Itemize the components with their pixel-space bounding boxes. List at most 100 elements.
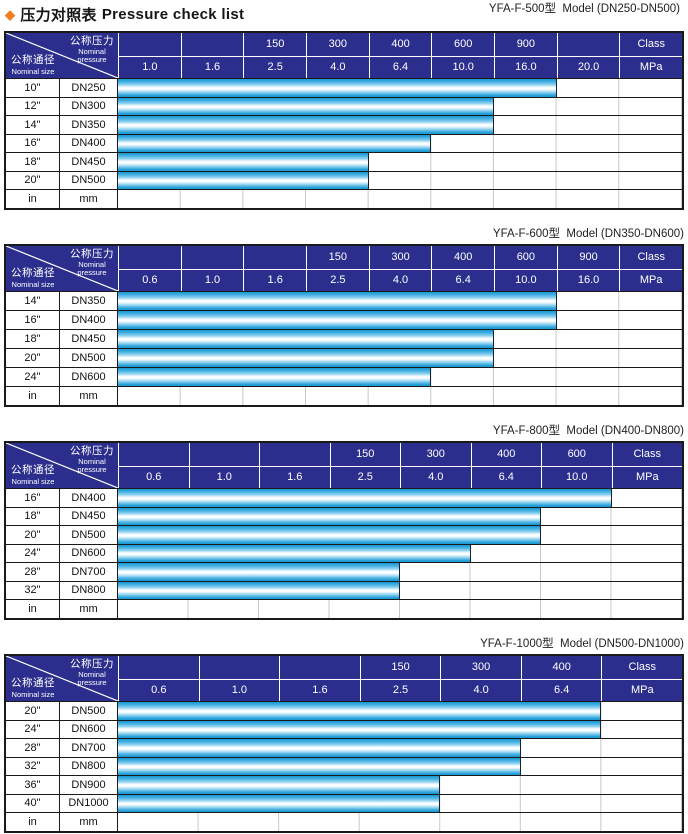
- pressure-range-bar: [118, 489, 612, 507]
- class-header-cell: [180, 33, 244, 56]
- mpa-unit-cell: MPa: [611, 465, 682, 488]
- pressure-bar-area: [118, 739, 682, 757]
- class-header-cell: 900: [494, 33, 557, 56]
- model-label: YFA-F-600型 Model (DN350-DN600): [492, 228, 684, 240]
- class-header-row: 150 300 400 Class: [118, 656, 683, 679]
- pressure-range-bar: [118, 720, 602, 738]
- size-row-dn400: 16" DN400: [6, 488, 682, 507]
- mpa-header-cell: 1.0: [118, 55, 181, 78]
- unit-row: in mm: [6, 599, 682, 618]
- inch-size-cell: 20": [6, 526, 60, 544]
- nominal-size-label: 公称通径 Nominal size: [11, 267, 55, 289]
- inch-size-cell: 16": [6, 134, 60, 152]
- table-2-subtitle: YFA-F-600型 Model (DN350-DN600): [0, 227, 684, 241]
- pressure-range-bar: [118, 702, 602, 720]
- diagonal-header-cell: 公称压力 Nominal pressure 公称通径 Nominal size: [6, 656, 118, 701]
- class-header-cell: [243, 246, 307, 269]
- table-header: 公称压力 Nominal pressure 公称通径 Nominal size 150 30…: [6, 443, 682, 488]
- pressure-range-bar: [118, 757, 521, 775]
- class-header-cell: [198, 656, 280, 679]
- dn-size-cell: DN400: [60, 311, 118, 329]
- pressure-table-2: 公称压力 Nominal pressure 公称通径 Nominal size 150 30…: [4, 244, 684, 407]
- class-header-cell: 400: [520, 656, 602, 679]
- pressure-bar-area: [118, 387, 682, 405]
- dn-size-cell: DN450: [60, 330, 118, 348]
- pressure-range-bar: [118, 563, 400, 581]
- class-header-cell: 150: [306, 246, 369, 269]
- class-header-cell: [188, 443, 259, 466]
- pressure-range-bar: [118, 153, 369, 171]
- page-title-zh: 压力对照表: [20, 7, 97, 24]
- class-header-cell: 300: [400, 443, 471, 466]
- pressure-bar-area: [118, 349, 682, 367]
- inch-size-cell: 40": [6, 794, 60, 812]
- size-row-dn600: 24" DN600: [6, 543, 682, 562]
- dn-size-cell: DN450: [60, 153, 118, 171]
- pressure-bar-area: [118, 330, 682, 348]
- mpa-unit-cell: MPa: [619, 55, 683, 78]
- mpa-header-cell: 6.4: [470, 465, 541, 488]
- pressure-bar-area: [118, 368, 682, 386]
- dn-size-cell: DN500: [60, 171, 118, 189]
- dn-size-cell: DN500: [60, 526, 118, 544]
- mm-unit-cell: mm: [60, 387, 118, 405]
- table-header: 公称压力 Nominal pressure 公称通径 Nominal size 150 30…: [6, 656, 683, 701]
- mpa-header-cell: 10.0: [431, 55, 495, 78]
- pressure-bar-area: [118, 311, 682, 329]
- diagonal-line: [6, 33, 118, 78]
- mpa-header-cell: 2.5: [359, 678, 441, 701]
- model-label: YFA-F-500型 Model (DN250-DN500): [488, 3, 680, 15]
- inch-size-cell: 32": [6, 757, 60, 775]
- pressure-bar-area: [118, 813, 682, 831]
- class-header-cell: 300: [368, 246, 432, 269]
- inch-size-cell: 18": [6, 330, 60, 348]
- dn-size-cell: DN500: [60, 349, 118, 367]
- mpa-header-cell: 20.0: [556, 55, 620, 78]
- dn-size-cell: DN400: [60, 134, 118, 152]
- pressure-bar-area: [118, 776, 682, 794]
- inch-size-cell: 14": [6, 292, 60, 310]
- class-header-cell: 400: [368, 33, 432, 56]
- class-header-cell: 150: [243, 33, 307, 56]
- unit-row: in mm: [6, 386, 682, 405]
- class-header-cell: [259, 443, 330, 466]
- pressure-bar-area: [118, 153, 682, 171]
- mpa-header-cell: 0.6: [118, 268, 181, 291]
- mpa-header-cell: 16.0: [556, 268, 620, 291]
- inch-size-cell: 16": [6, 489, 60, 507]
- size-row-dn900: 36" DN900: [6, 775, 682, 794]
- mpa-header-cell: 1.6: [279, 678, 360, 701]
- class-header-cell: [180, 246, 244, 269]
- mpa-header-row: 0.6 1.0 1.6 2.5 4.0 6.4 10.0 MPa: [118, 465, 682, 488]
- pressure-bar-area: [118, 794, 682, 812]
- class-header-cell: 600: [431, 33, 495, 56]
- size-row-dn800: 32" DN800: [6, 580, 682, 599]
- table-1-subtitle: YFA-F-500型 Model (DN250-DN500): [476, 0, 680, 30]
- mpa-header-cell: 0.6: [118, 465, 189, 488]
- dn-size-cell: DN1000: [60, 794, 118, 812]
- pressure-range-bar: [118, 349, 494, 367]
- pressure-bar-area: [118, 757, 682, 775]
- nominal-size-label: 公称通径 Nominal size: [11, 54, 55, 76]
- class-header-cell: [279, 656, 360, 679]
- header-columns: 150 300 400 600 900 Class 1.0 1.6 2.5 4.0 6.4 10.0 1…: [118, 33, 683, 78]
- class-header-row: 150 300 400 600 900 Class: [118, 33, 683, 56]
- header-columns: 150 300 400 600 Class 0.6 1.0 1.6 2.5 4.0 6.4 10.0 M…: [118, 443, 682, 488]
- page-title-en: Pressure check list: [101, 6, 245, 23]
- class-header-cell: [556, 33, 620, 56]
- dn-size-cell: DN900: [60, 776, 118, 794]
- diagonal-header-cell: 公称压力 Nominal pressure 公称通径 Nominal size: [6, 246, 118, 291]
- pressure-bar-area: [118, 581, 682, 599]
- class-header-cell: 300: [440, 656, 521, 679]
- pressure-table-3: 公称压力 Nominal pressure 公称通径 Nominal size 150 30…: [4, 441, 684, 620]
- nominal-pressure-label: 公称压力 Nominal pressure: [70, 445, 114, 474]
- inch-size-cell: 24": [6, 544, 60, 562]
- nominal-pressure-label: 公称压力 Nominal pressure: [70, 35, 114, 64]
- inch-unit-cell: in: [6, 190, 60, 208]
- inch-unit-cell: in: [6, 600, 60, 618]
- pressure-bar-area: [118, 720, 682, 738]
- diamond-icon: ◆: [5, 7, 16, 22]
- dn-size-cell: DN400: [60, 489, 118, 507]
- page-title: ◆ 压力对照表 Pressure check list: [5, 4, 244, 25]
- pressure-range-bar: [118, 292, 557, 310]
